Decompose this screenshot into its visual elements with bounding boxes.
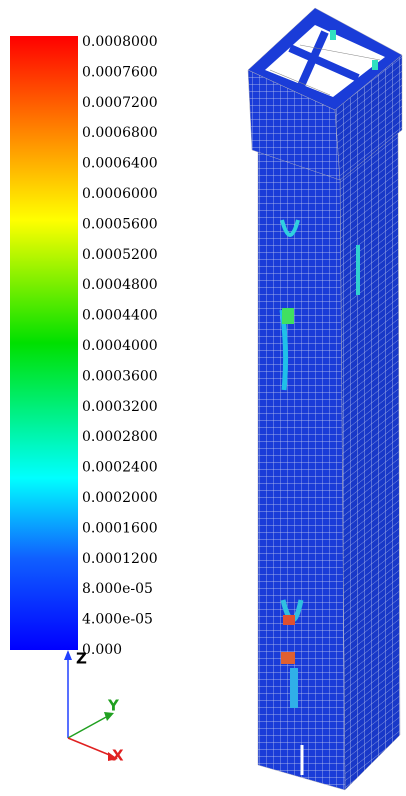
legend-label: 0.000 xyxy=(82,642,122,658)
legend-label: 0.0004400 xyxy=(82,308,158,324)
legend-label: 0.0006400 xyxy=(82,156,158,172)
legend-label: 4.000e-05 xyxy=(82,612,153,628)
y-axis-label: Y xyxy=(107,697,120,715)
legend-label: 0.0003600 xyxy=(82,368,158,384)
legend-label: 0.0004000 xyxy=(82,338,158,354)
color-bar xyxy=(10,36,78,650)
legend-label: 0.0005600 xyxy=(82,216,158,232)
legend-label: 0.0001600 xyxy=(82,520,158,536)
legend-label: 0.0004800 xyxy=(82,277,158,293)
model xyxy=(247,7,403,791)
legend-label: 0.0003200 xyxy=(82,399,158,415)
legend-label: 8.000e-05 xyxy=(82,581,153,597)
legend-label: 0.0006000 xyxy=(82,186,158,202)
legend-labels: 0.0008000 0.0007600 0.0007200 0.0006800 0.00… xyxy=(82,34,158,658)
legend-label: 0.0001200 xyxy=(82,551,158,567)
legend-label: 0.0002800 xyxy=(82,429,158,445)
legend-label: 0.0006800 xyxy=(82,125,158,141)
legend-label: 0.0008000 xyxy=(82,34,158,50)
legend-label: 0.0002400 xyxy=(82,460,158,476)
legend-label: 0.0002000 xyxy=(82,490,158,506)
x-axis-label: X xyxy=(112,747,124,765)
legend-label: 0.0007600 xyxy=(82,64,158,80)
legend-label: 0.0005200 xyxy=(82,247,158,263)
axis-triad: Z Y X xyxy=(64,650,124,765)
z-axis-label: Z xyxy=(76,650,87,668)
legend-label: 0.0007200 xyxy=(82,95,158,111)
